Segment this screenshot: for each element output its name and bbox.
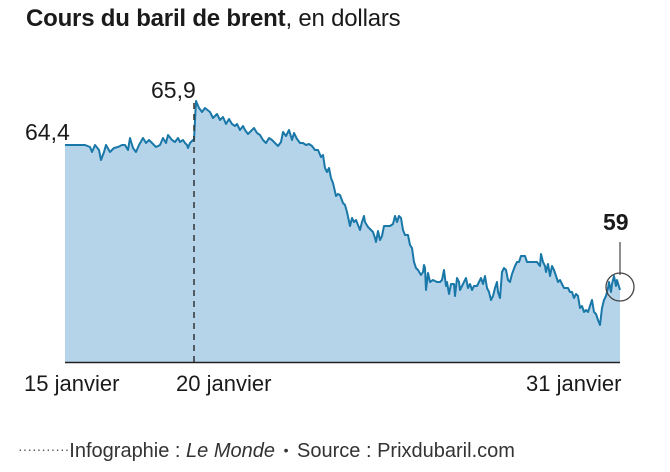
chart-title: Cours du baril de brent, en dollars bbox=[26, 4, 401, 34]
footer-bullet: • bbox=[283, 442, 289, 458]
chart-footer: ···········Infographie : Le Monde • Sour… bbox=[18, 437, 515, 463]
footer-source: Source : Prixdubaril.com bbox=[297, 440, 515, 462]
footer-prefix: Infographie : bbox=[69, 440, 187, 462]
x-label-20-janvier: 20 janvier bbox=[176, 371, 272, 396]
chart-title-unit: , en dollars bbox=[285, 5, 401, 32]
peak-value-label: 65,9 bbox=[151, 77, 196, 103]
price-area bbox=[65, 101, 620, 362]
x-label-31-janvier: 31 janvier bbox=[526, 371, 622, 396]
footer-dots: ··········· bbox=[18, 441, 70, 457]
chart-title-bold: Cours du baril de brent bbox=[26, 5, 286, 32]
x-label-15-janvier: 15 janvier bbox=[24, 371, 120, 396]
start-value-label: 64,4 bbox=[25, 119, 70, 145]
end-value-label: 59 bbox=[603, 209, 629, 235]
footer-publisher: Le Monde bbox=[186, 440, 276, 462]
end-value-circle bbox=[605, 272, 635, 302]
